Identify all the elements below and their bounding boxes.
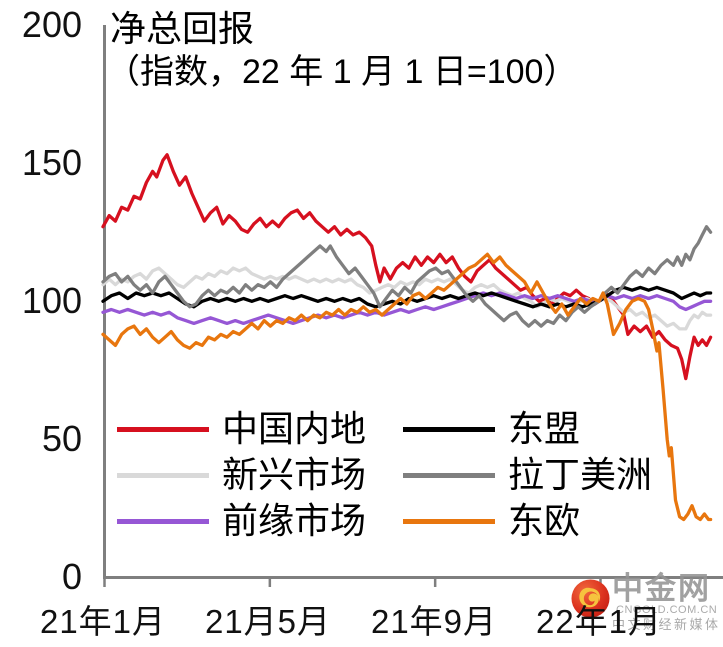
chart-series-lines [101, 153, 713, 522]
legend-line-swatch-frontier [117, 518, 209, 524]
x-tick-label-may21: 21月5月 [204, 603, 332, 640]
watermark-domain: CNGOLD.COM.CN [616, 604, 718, 616]
line-latin-america [101, 225, 713, 328]
chart-subtitle: （指数，22 年 1 月 1 日=100） [106, 53, 578, 91]
legend-item-latin-america: 拉丁美洲 [403, 452, 652, 498]
legend-label-em: 新兴市场 [222, 454, 367, 495]
legend-column-left: 中国内地 新兴市场 前缘市场 [117, 406, 366, 544]
legend-item-emerging-markets: 新兴市场 [117, 452, 366, 498]
y-tick-label-200: 200 [21, 4, 82, 45]
legend-label-asean: 东盟 [508, 408, 581, 449]
y-tick-label-50: 50 [41, 418, 82, 459]
legend-item-asean: 东盟 [403, 406, 652, 452]
legend-label-latam: 拉丁美洲 [508, 454, 653, 495]
x-tick-label-jan22: 22年1月 [535, 603, 663, 640]
legend-label-frontier: 前缘市场 [222, 500, 367, 541]
legend-item-frontier-markets: 前缘市场 [117, 498, 366, 544]
legend-line-swatch-em [117, 472, 209, 478]
legend-label-china: 中国内地 [222, 408, 367, 449]
x-tick-label-jan21: 21年1月 [39, 603, 167, 640]
legend-item-eastern-europe: 东欧 [403, 498, 652, 544]
line-emerging-markets [101, 266, 713, 331]
y-tick-label-0: 0 [61, 556, 82, 597]
legend-item-china-mainland: 中国内地 [117, 406, 366, 452]
legend-column-right: 东盟 拉丁美洲 东欧 [403, 406, 652, 544]
x-tick-label-sep21: 21年9月 [370, 603, 498, 640]
legend-line-swatch-latam [403, 472, 495, 478]
legend-line-swatch-china [117, 426, 209, 432]
watermark-brand: 中金网 [612, 571, 711, 606]
y-tick-label-150: 150 [21, 142, 82, 183]
line-frontier-markets [101, 291, 713, 326]
gold-swirl-cloud-icon [571, 579, 610, 618]
line-eastern-europe [101, 252, 713, 522]
watermark-tagline: 中文财经新媒体 [612, 617, 721, 632]
chart-title: 净总回报 [110, 8, 255, 49]
legend-label-easteurope: 东欧 [508, 500, 581, 541]
legend-line-swatch-easteurope [403, 518, 495, 524]
y-tick-label-100: 100 [21, 280, 82, 321]
legend-line-swatch-asean [403, 426, 495, 432]
